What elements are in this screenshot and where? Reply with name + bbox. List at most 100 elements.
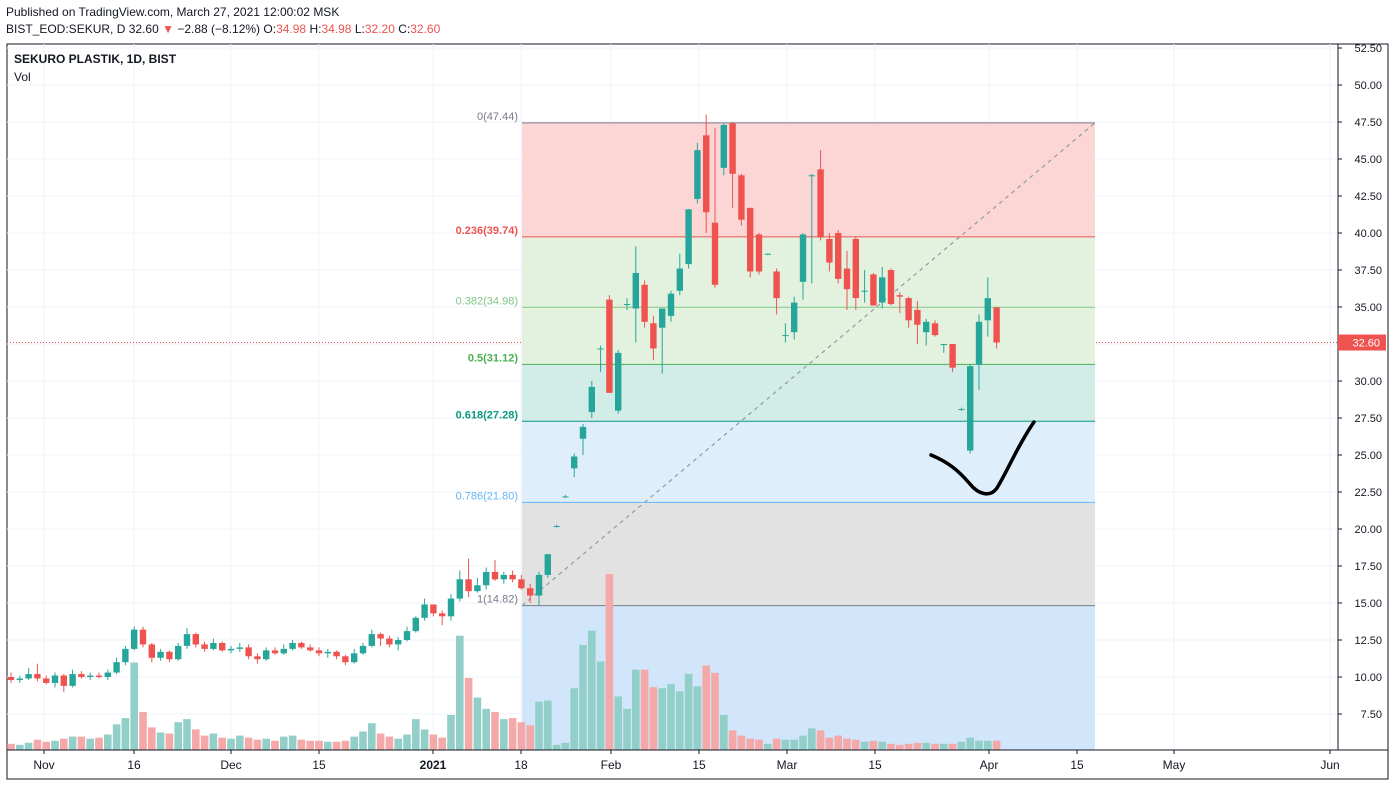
volume-bar xyxy=(86,738,94,750)
hand-drawn-curve[interactable] xyxy=(929,420,1036,496)
volume-bar xyxy=(148,727,156,750)
volume-bar xyxy=(262,738,270,750)
candle-body xyxy=(175,645,182,660)
candle-body xyxy=(245,647,252,657)
candle-body xyxy=(16,678,23,680)
candle-body xyxy=(562,496,569,498)
y-tick-label: 37.50 xyxy=(1354,265,1382,277)
y-tick-label: 27.50 xyxy=(1354,413,1382,425)
volume-bar xyxy=(878,741,886,750)
y-tick-label: 45.00 xyxy=(1354,154,1382,166)
candle-body xyxy=(122,648,129,663)
candle-body xyxy=(984,298,991,321)
volume-bar xyxy=(772,738,781,750)
candle-body xyxy=(236,647,243,649)
volume-bar xyxy=(33,739,42,750)
candle-body xyxy=(7,677,15,680)
volume-bar xyxy=(394,738,402,750)
candle-body xyxy=(597,348,604,350)
volume-bar xyxy=(429,734,438,750)
volume-bar xyxy=(165,733,174,750)
last-price-label: 32.60 xyxy=(1352,338,1380,350)
volume-bar xyxy=(588,630,596,750)
x-tick-label: 15 xyxy=(312,758,326,772)
volume-bar xyxy=(711,672,719,750)
candle-body xyxy=(351,653,358,663)
x-tick-label: 15 xyxy=(692,758,706,772)
candle-body xyxy=(51,675,59,683)
candle-body xyxy=(491,571,499,580)
volume-bar xyxy=(913,742,922,750)
legend-volume[interactable]: Vol xyxy=(14,70,31,84)
candle-body xyxy=(271,650,279,654)
volume-bar xyxy=(42,741,50,750)
volume-bar xyxy=(658,688,666,750)
volume-bar xyxy=(77,736,86,750)
x-tick-label: Jun xyxy=(1320,758,1339,772)
candle-body xyxy=(817,169,824,238)
candle-body xyxy=(483,571,490,586)
candle-body xyxy=(518,579,525,589)
volume-bar xyxy=(676,691,684,750)
last-price: 32.60 xyxy=(128,22,159,36)
volume-bar xyxy=(403,734,411,750)
y-tick-label: 22.50 xyxy=(1354,487,1382,499)
volume-bar xyxy=(623,708,631,750)
candle-body xyxy=(923,321,930,333)
candle-body xyxy=(69,674,76,686)
volume-bar xyxy=(236,735,244,750)
candle-body xyxy=(729,123,736,174)
candle-body xyxy=(764,253,771,255)
volume-bar xyxy=(755,739,763,750)
volume-bar xyxy=(16,744,24,750)
volume-bar xyxy=(746,738,754,750)
candle-body xyxy=(377,634,384,639)
fibonacci-retracement[interactable]: 0(47.44) 0.236(39.74) 0.382(34.98) 0.5(31.1… xyxy=(456,111,1096,750)
candle-body xyxy=(703,135,710,213)
candle-body xyxy=(650,323,657,349)
candle-body xyxy=(254,656,261,660)
fib-zone xyxy=(522,421,1095,503)
candle-body xyxy=(315,650,323,654)
candle-body xyxy=(289,642,296,649)
candle-body xyxy=(131,629,138,649)
volume-bar xyxy=(728,730,737,750)
candle-body xyxy=(439,613,446,617)
candle-body xyxy=(738,175,745,220)
fib-zone xyxy=(522,236,1095,308)
candle-body xyxy=(579,426,587,439)
candle-body xyxy=(606,299,613,393)
candle-body xyxy=(307,647,314,651)
candle-body xyxy=(835,233,842,279)
candle-body xyxy=(808,175,815,177)
candle-body xyxy=(324,651,331,654)
fib-trend-line[interactable] xyxy=(521,122,1096,607)
volume-bar xyxy=(341,740,350,750)
volume-bar xyxy=(24,742,33,750)
candle-body xyxy=(192,634,199,645)
price-change: −2.88 (−8.12%) xyxy=(177,22,261,36)
candle-body xyxy=(887,270,895,305)
y-tick-label: 30.00 xyxy=(1354,376,1382,388)
fib-level-label: 0.786(21.80) xyxy=(456,490,518,502)
candle-body xyxy=(447,598,455,617)
volume-bar xyxy=(984,740,992,750)
candle-body xyxy=(183,634,191,646)
candle-body xyxy=(227,648,235,651)
y-tick-label: 52.50 xyxy=(1354,43,1382,55)
x-tick-label: 16 xyxy=(127,758,141,772)
legend-title[interactable]: SEKURO PLASTIK, 1D, BIST xyxy=(14,52,177,66)
volume-bar xyxy=(324,741,332,750)
candle-body xyxy=(210,642,217,649)
candle-body xyxy=(975,321,983,365)
volume-bar xyxy=(922,742,930,750)
volume-bar xyxy=(816,730,825,750)
candle-body xyxy=(456,579,463,599)
candle-body xyxy=(263,650,270,660)
volume-bar xyxy=(500,719,508,750)
candle-body xyxy=(553,526,560,528)
volume-bar xyxy=(860,741,869,750)
volume-bar xyxy=(385,736,394,750)
volume-bar xyxy=(368,723,376,750)
